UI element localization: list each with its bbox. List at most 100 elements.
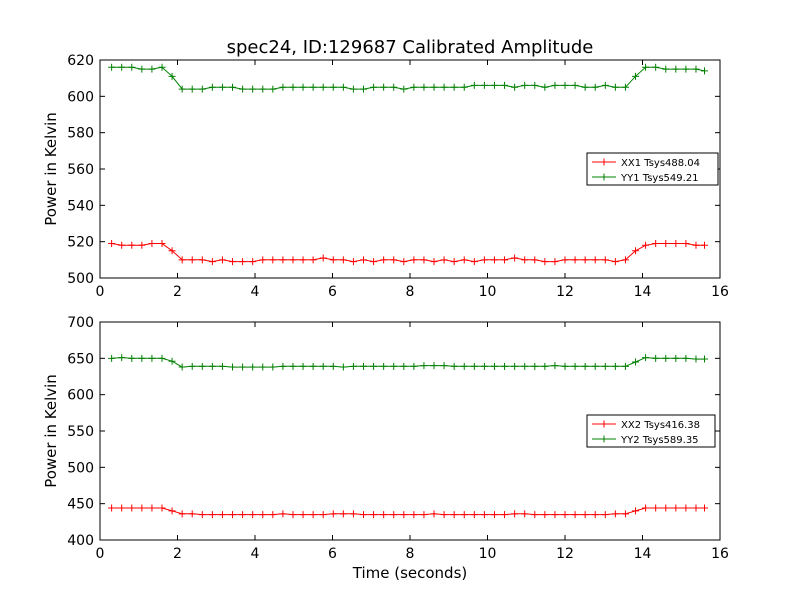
data-point — [662, 239, 670, 247]
x-tick-label: 2 — [173, 284, 182, 300]
y-tick-label: 550 — [67, 424, 94, 440]
data-point — [701, 241, 708, 249]
data-point — [531, 362, 539, 370]
data-point — [390, 256, 398, 264]
legend-label: YY1 Tsys549.21 — [620, 173, 699, 184]
data-point — [148, 239, 156, 247]
data-point — [571, 81, 579, 89]
data-point — [218, 362, 226, 370]
x-tick-label: 8 — [406, 546, 415, 562]
data-point — [380, 83, 388, 91]
data-point — [632, 72, 640, 80]
data-point — [158, 354, 166, 362]
panels: 0 2 4 6 8 10 12 14 16500520540560580600620Power … — [42, 53, 729, 562]
data-point — [309, 511, 317, 519]
data-point — [400, 362, 408, 370]
data-point — [601, 362, 609, 370]
data-point — [460, 256, 468, 264]
data-point — [701, 355, 708, 363]
legend-marker — [600, 173, 608, 181]
data-point — [349, 510, 357, 518]
data-point — [410, 83, 418, 91]
data-point — [621, 256, 629, 264]
data-point — [198, 362, 206, 370]
chart-panel-1: 0 2 4 6 8 10 12 14 16 500 520 540 560 580 600 620 Power … — [42, 53, 729, 300]
data-point — [108, 239, 116, 247]
data-point — [249, 258, 257, 266]
x-tick-label: 14 — [634, 546, 652, 562]
data-point — [148, 354, 156, 362]
data-point — [339, 363, 347, 371]
data-point — [279, 362, 287, 370]
data-point — [501, 362, 509, 370]
data-point — [642, 354, 650, 362]
data-point — [279, 256, 287, 264]
legend-box — [586, 152, 719, 186]
data-point — [652, 504, 660, 512]
data-point — [581, 83, 589, 91]
data-point — [108, 354, 116, 362]
data-point — [188, 362, 196, 370]
x-tick-label: 16 — [711, 284, 729, 300]
data-point — [511, 254, 519, 262]
legend-marker — [600, 158, 608, 166]
data-point — [511, 83, 519, 91]
data-point — [329, 83, 337, 91]
data-point — [259, 256, 267, 264]
data-point — [400, 85, 408, 93]
data-point — [239, 363, 247, 371]
data-point — [490, 362, 498, 370]
data-point — [319, 83, 327, 91]
data-point — [299, 511, 307, 519]
data-point — [440, 256, 448, 264]
data-point — [400, 511, 408, 519]
data-point — [289, 256, 297, 264]
data-point — [339, 510, 347, 518]
data-point — [541, 83, 549, 91]
data-point — [430, 362, 438, 370]
data-point — [480, 256, 488, 264]
data-point — [571, 362, 579, 370]
data-point — [682, 65, 690, 73]
data-point — [118, 354, 126, 362]
data-point — [269, 256, 277, 264]
data-point — [672, 239, 680, 247]
data-point — [249, 363, 257, 371]
data-point — [239, 258, 247, 266]
data-point — [108, 63, 116, 71]
data-point — [229, 258, 237, 266]
figure-title: spec24, ID:129687 Calibrated Amplitude — [227, 37, 594, 58]
data-point — [601, 81, 609, 89]
data-point — [168, 72, 176, 80]
data-point — [501, 511, 509, 519]
y-tick-label: 580 — [67, 126, 94, 142]
y-tick-label: 400 — [67, 533, 94, 549]
data-point — [692, 65, 700, 73]
data-point — [118, 241, 126, 249]
y-tick-label: 700 — [67, 315, 94, 331]
data-point — [360, 362, 367, 370]
data-point — [470, 81, 478, 89]
data-point — [188, 85, 196, 93]
data-point — [642, 63, 650, 71]
data-point — [249, 511, 257, 519]
data-point — [632, 507, 640, 515]
data-point — [430, 83, 438, 91]
data-point — [168, 507, 176, 515]
data-point — [188, 256, 196, 264]
data-point — [611, 258, 619, 266]
data-point — [178, 256, 186, 264]
data-point — [440, 83, 448, 91]
data-point — [501, 256, 509, 264]
data-point — [349, 85, 357, 93]
data-point — [329, 256, 337, 264]
legend-marker — [600, 435, 608, 443]
data-point — [309, 256, 317, 264]
legend-label: XX2 Tsys416.38 — [621, 420, 700, 431]
data-point — [349, 362, 357, 370]
data-point — [652, 239, 660, 247]
data-point — [682, 504, 690, 512]
y-tick-label: 560 — [67, 162, 94, 178]
